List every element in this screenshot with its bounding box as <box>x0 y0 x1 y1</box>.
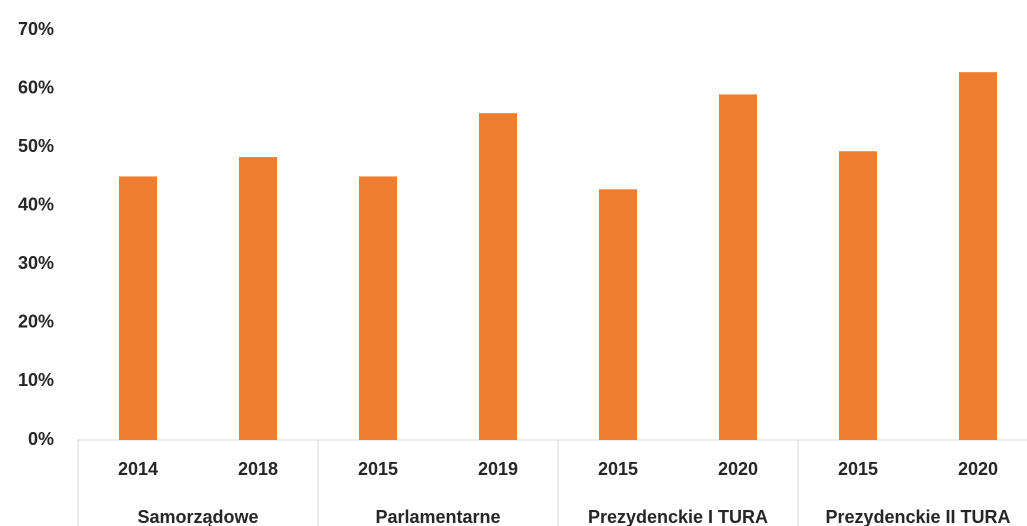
bar <box>119 176 157 440</box>
group-label: Prezydenckie II TURA <box>825 507 1010 526</box>
x-tick-label: 2020 <box>718 459 758 479</box>
y-tick-label: 60% <box>18 77 54 97</box>
x-tick-label: 2018 <box>238 459 278 479</box>
x-tick-label: 2015 <box>838 459 878 479</box>
bar <box>239 157 277 440</box>
y-tick-label: 10% <box>18 370 54 390</box>
bar <box>359 176 397 440</box>
x-tick-label: 2014 <box>118 459 158 479</box>
x-tick-label: 2015 <box>358 459 398 479</box>
x-tick-label: 2020 <box>958 459 998 479</box>
group-label: Prezydenckie I TURA <box>588 507 768 526</box>
x-tick-label: 2015 <box>598 459 638 479</box>
y-tick-label: 70% <box>18 19 54 39</box>
y-tick-label: 50% <box>18 136 54 156</box>
bar <box>479 113 517 441</box>
bar <box>719 94 757 440</box>
y-tick-label: 40% <box>18 194 54 214</box>
x-tick-label: 2019 <box>478 459 518 479</box>
group-label: Parlamentarne <box>375 507 500 526</box>
bar <box>839 151 877 440</box>
y-tick-label: 0% <box>28 429 54 449</box>
group-label: Samorządowe <box>137 507 258 526</box>
bar <box>599 189 637 440</box>
bar <box>959 72 997 441</box>
y-tick-label: 20% <box>18 312 54 332</box>
y-tick-label: 30% <box>18 253 54 273</box>
